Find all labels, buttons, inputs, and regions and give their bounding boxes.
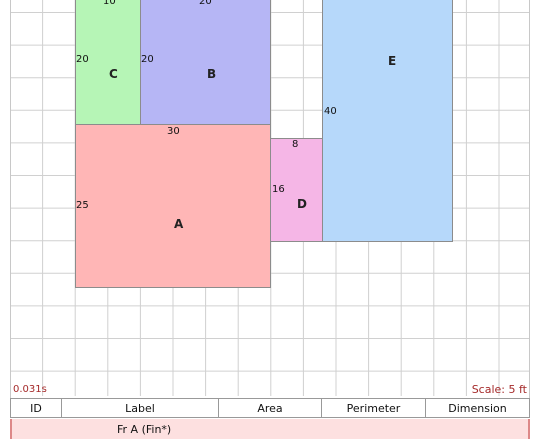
room-d[interactable]: [270, 138, 323, 242]
room-a-height-label: 25: [76, 200, 89, 211]
floorplan-canvas[interactable]: C B A D E 10 20 20 20 30 25 8 16 40: [10, 0, 529, 396]
table-header: ID Label Area Perimeter Dimension: [10, 398, 530, 418]
scale-indicator: Scale: 5 ft: [471, 383, 527, 396]
room-d-height-label: 16: [272, 184, 285, 195]
room-d-width-label: 8: [292, 139, 299, 150]
room-b-label: B: [207, 67, 217, 81]
canvas-left-border: [10, 0, 11, 398]
room-e-label: E: [388, 54, 397, 68]
canvas-right-border: [529, 0, 530, 398]
room-a[interactable]: [75, 124, 271, 288]
render-time: 0.031s: [13, 384, 47, 395]
room-d-label: D: [297, 197, 307, 211]
column-header-area[interactable]: Area: [219, 399, 322, 417]
column-header-label[interactable]: Label: [62, 399, 219, 417]
row-label: Fr A (Fin*): [117, 423, 172, 436]
table-row[interactable]: Fr A (Fin*): [10, 419, 530, 439]
room-c-width-label: 10: [103, 0, 116, 7]
room-c-label: C: [109, 67, 118, 81]
column-header-id[interactable]: ID: [10, 399, 62, 417]
column-header-perimeter[interactable]: Perimeter: [322, 399, 426, 417]
room-b-height-label: 20: [141, 54, 154, 65]
room-a-width-label: 30: [167, 126, 180, 137]
room-a-label: A: [174, 217, 184, 231]
column-header-dimension[interactable]: Dimension: [426, 399, 530, 417]
room-b-width-label: 20: [199, 0, 212, 7]
room-b[interactable]: [140, 0, 271, 125]
room-c-height-label: 20: [76, 54, 89, 65]
room-e-height-label: 40: [324, 106, 337, 117]
room-e[interactable]: [322, 0, 453, 242]
